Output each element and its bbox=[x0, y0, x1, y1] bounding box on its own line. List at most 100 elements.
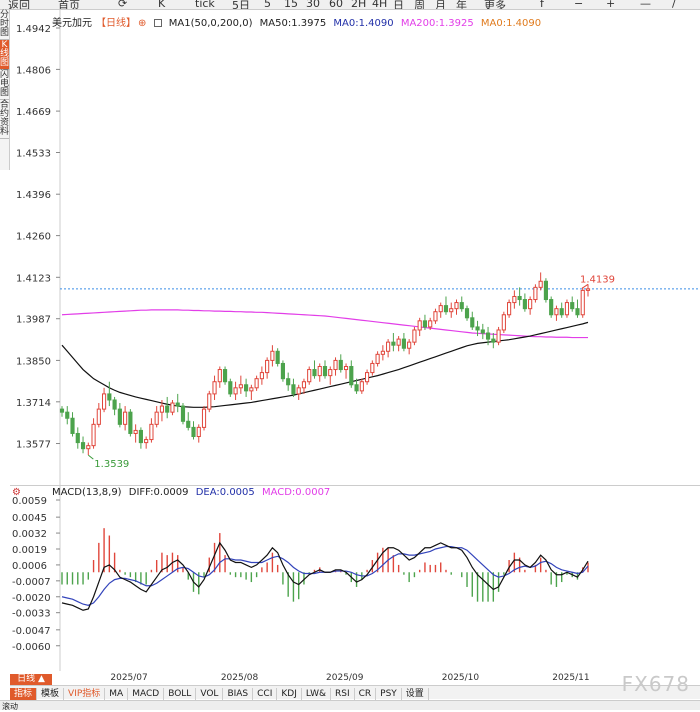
candle-up bbox=[538, 280, 543, 288]
indicator-tab[interactable]: MACD bbox=[128, 688, 165, 701]
candle-up bbox=[149, 423, 154, 441]
candle-up bbox=[96, 408, 101, 425]
toolbar-item[interactable]: / bbox=[672, 0, 676, 10]
candle-down bbox=[275, 350, 280, 364]
candle-down bbox=[549, 299, 554, 316]
candle-up bbox=[585, 288, 591, 291]
candle-up bbox=[564, 302, 570, 316]
toolbar-item[interactable]: 4H bbox=[372, 0, 388, 10]
toolbar-item[interactable]: K bbox=[158, 0, 166, 10]
candle-down bbox=[422, 320, 428, 328]
indicator-tab[interactable]: 指标 bbox=[10, 688, 38, 701]
price-chart[interactable]: 1.4942 1.4806 1.4669 1.4533 1.4396 1.4260 1.41… bbox=[10, 10, 700, 485]
y-tick-label: 1.3850 bbox=[16, 356, 51, 367]
toolbar-item[interactable]: 30 bbox=[306, 0, 320, 10]
toolbar-item[interactable]: − bbox=[574, 0, 584, 10]
candle-up bbox=[86, 445, 91, 450]
candle-down bbox=[459, 302, 464, 310]
y-tick-label: 1.4806 bbox=[16, 65, 51, 76]
indicator-tab[interactable]: 模板 bbox=[37, 688, 65, 701]
toolbar-item[interactable]: + bbox=[606, 0, 616, 10]
indicator-tab[interactable]: LW& bbox=[302, 688, 331, 701]
macd-chart[interactable]: 0.0059 0.0045 0.0032 0.0019 0.0006 -0.0007 -0.… bbox=[10, 486, 700, 671]
macd-y-tick-label: 0.0019 bbox=[12, 545, 47, 556]
macd-value: MACD:0.0007 bbox=[261, 487, 331, 498]
candle-down bbox=[191, 426, 196, 438]
candle-down bbox=[291, 384, 296, 395]
legend-period: 【日线】 bbox=[96, 18, 136, 29]
candle-down bbox=[165, 405, 170, 413]
timeframe-selector[interactable]: 日线 ▲ bbox=[10, 674, 52, 685]
indicator-tab[interactable]: CCI bbox=[253, 688, 278, 701]
macd-panel[interactable]: 0.0059 0.0045 0.0032 0.0019 0.0006 -0.0007 -0.… bbox=[10, 485, 700, 671]
low-annotation: 1.3539 bbox=[94, 459, 129, 470]
candle-up bbox=[196, 426, 201, 438]
candle-down bbox=[286, 378, 291, 386]
toolbar-item[interactable]: ⟳ bbox=[118, 0, 128, 10]
candle-down bbox=[312, 369, 317, 377]
candle-down bbox=[480, 329, 485, 334]
macd-settings-icon[interactable]: ⚙ bbox=[12, 487, 21, 498]
candle-up bbox=[359, 381, 364, 392]
toolbar-item[interactable]: tick bbox=[195, 0, 215, 10]
indicator-tab[interactable]: VOL bbox=[196, 688, 224, 701]
toolbar-item[interactable]: 周 bbox=[414, 0, 425, 10]
candle-up bbox=[201, 408, 207, 428]
candle-down bbox=[491, 338, 496, 343]
toolbar-item[interactable]: 更多 bbox=[484, 0, 506, 10]
candle-down bbox=[391, 341, 396, 346]
legend-checkbox-icon[interactable] bbox=[153, 19, 162, 27]
candle-up bbox=[296, 387, 301, 395]
indicator-tab[interactable]: RSI bbox=[331, 688, 355, 701]
macd-y-tick-label: 0.0059 bbox=[12, 496, 47, 507]
candle-up bbox=[159, 405, 165, 413]
indicator-tab[interactable]: MA bbox=[105, 688, 129, 701]
legend-lock-icon[interactable]: ⊕ bbox=[138, 18, 147, 29]
price-panel[interactable]: 1.4942 1.4806 1.4669 1.4533 1.4396 1.4260 1.41… bbox=[10, 10, 700, 485]
indicator-tab[interactable]: 设置 bbox=[402, 688, 429, 701]
x-axis: 2025/07 2025/08 2025/09 2025/10 2025/11 bbox=[110, 673, 589, 683]
toolbar-item[interactable]: 2H bbox=[351, 0, 367, 10]
toolbar-item[interactable]: 日 bbox=[393, 0, 404, 10]
indicator-tab[interactable]: KDJ bbox=[277, 688, 302, 701]
x-tick-label: 2025/07 bbox=[110, 673, 147, 683]
y-tick-label: 1.4260 bbox=[16, 232, 51, 243]
candle-down bbox=[186, 420, 191, 428]
toolbar-item[interactable]: 首页 bbox=[58, 0, 80, 10]
candle-up bbox=[102, 393, 107, 410]
toolbar-item[interactable]: 月 bbox=[435, 0, 446, 10]
indicator-tab[interactable]: PSY bbox=[376, 688, 402, 701]
sidebar-item[interactable]: K线图 bbox=[0, 40, 10, 70]
toolbar-item[interactable]: — bbox=[640, 0, 651, 10]
indicator-tab[interactable]: BIAS bbox=[223, 688, 254, 701]
sidebar-item[interactable]: 闪电图 bbox=[0, 70, 10, 100]
candle-down bbox=[280, 362, 285, 380]
sidebar-item[interactable]: 分时图 bbox=[0, 10, 10, 40]
legend-symbol: 美元加元 bbox=[52, 18, 92, 29]
toolbar-item[interactable]: 5日 bbox=[232, 0, 250, 10]
indicator-tab[interactable]: VIP指标 bbox=[64, 688, 106, 701]
x-tick-label: 2025/10 bbox=[442, 673, 480, 683]
indicator-tab[interactable]: BOLL bbox=[164, 688, 197, 701]
x-tick-label: 2025/08 bbox=[221, 673, 259, 683]
candle-up bbox=[375, 353, 380, 364]
toolbar-item[interactable]: 60 bbox=[329, 0, 343, 10]
toolbar-item[interactable]: 15 bbox=[284, 0, 298, 10]
diff-line bbox=[61, 541, 589, 611]
candle-up bbox=[123, 411, 128, 425]
high-marker bbox=[581, 283, 589, 289]
indicator-tab[interactable]: CR bbox=[355, 688, 377, 701]
low-marker bbox=[87, 454, 94, 460]
toolbar-item[interactable]: 返回 bbox=[8, 0, 30, 10]
macd-y-tick-label: 0.0006 bbox=[12, 561, 47, 572]
candle-down bbox=[570, 302, 575, 310]
sidebar-item[interactable]: 合约资料 bbox=[0, 100, 10, 139]
candle-up bbox=[412, 329, 417, 343]
toolbar-item[interactable]: 年 bbox=[456, 0, 467, 10]
toolbar-item[interactable]: f bbox=[540, 0, 544, 10]
toolbar-item[interactable]: 5 bbox=[264, 0, 271, 10]
candle-down bbox=[464, 308, 470, 319]
y-tick-label: 1.3577 bbox=[16, 440, 51, 451]
candle-up bbox=[496, 329, 501, 343]
